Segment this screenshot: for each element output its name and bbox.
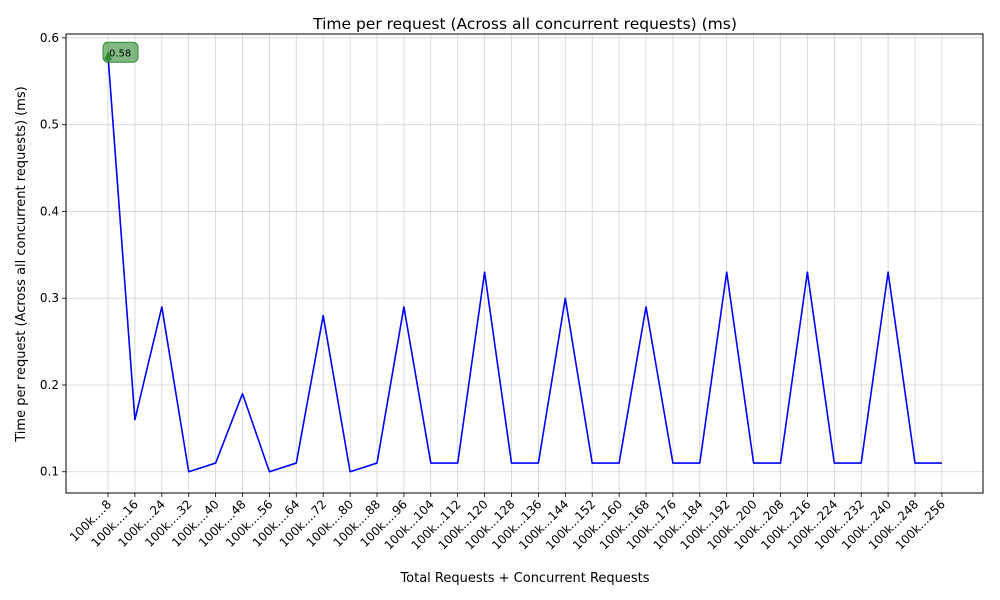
data-point [806, 271, 809, 274]
y-tick-label: 0.2 [40, 378, 59, 392]
data-point [618, 462, 621, 465]
data-point [510, 462, 513, 465]
y-axis-label: Time per request (Across all concurrent … [14, 86, 29, 442]
data-point [268, 470, 271, 473]
data-point [322, 314, 325, 317]
series-line [107, 55, 942, 473]
data-point [752, 462, 755, 465]
y-tick-label: 0.3 [40, 291, 59, 305]
data-point [187, 470, 190, 473]
data-point [214, 462, 217, 465]
data-point [833, 462, 836, 465]
plot-frame [65, 33, 984, 494]
y-tick-label: 0.1 [40, 465, 59, 479]
data-point [860, 462, 863, 465]
data-point [429, 462, 432, 465]
data-point [940, 462, 943, 465]
annotation-layer: 0.58 [102, 41, 139, 63]
data-point [402, 305, 405, 308]
grid [66, 34, 983, 493]
y-tick-label: 0.4 [40, 204, 59, 218]
data-point [537, 462, 540, 465]
annotation-box [102, 41, 139, 63]
chart-title: Time per request (Across all concurrent … [312, 15, 737, 33]
y-tick-label: 0.5 [40, 118, 59, 132]
data-point [376, 462, 379, 465]
data-point [564, 297, 567, 300]
data-point [456, 462, 459, 465]
data-point [645, 305, 648, 308]
data-point [698, 462, 701, 465]
series-layer [107, 55, 943, 473]
y-axis: 0.1 0.2 0.3 0.4 0.5 0.6 [40, 31, 66, 479]
data-point [160, 305, 163, 308]
data-point [483, 271, 486, 274]
x-axis-label: Total Requests + Concurrent Requests [399, 571, 649, 586]
data-point [241, 392, 244, 395]
y-tick-label: 0.6 [40, 31, 59, 45]
data-point [591, 462, 594, 465]
data-point [725, 271, 728, 274]
data-point [914, 462, 917, 465]
data-point [349, 470, 352, 473]
data-point [887, 271, 890, 274]
annotation-label: 0.58 [109, 48, 131, 59]
data-point [671, 462, 674, 465]
data-point [133, 418, 136, 421]
data-point [779, 462, 782, 465]
data-point [295, 462, 298, 465]
